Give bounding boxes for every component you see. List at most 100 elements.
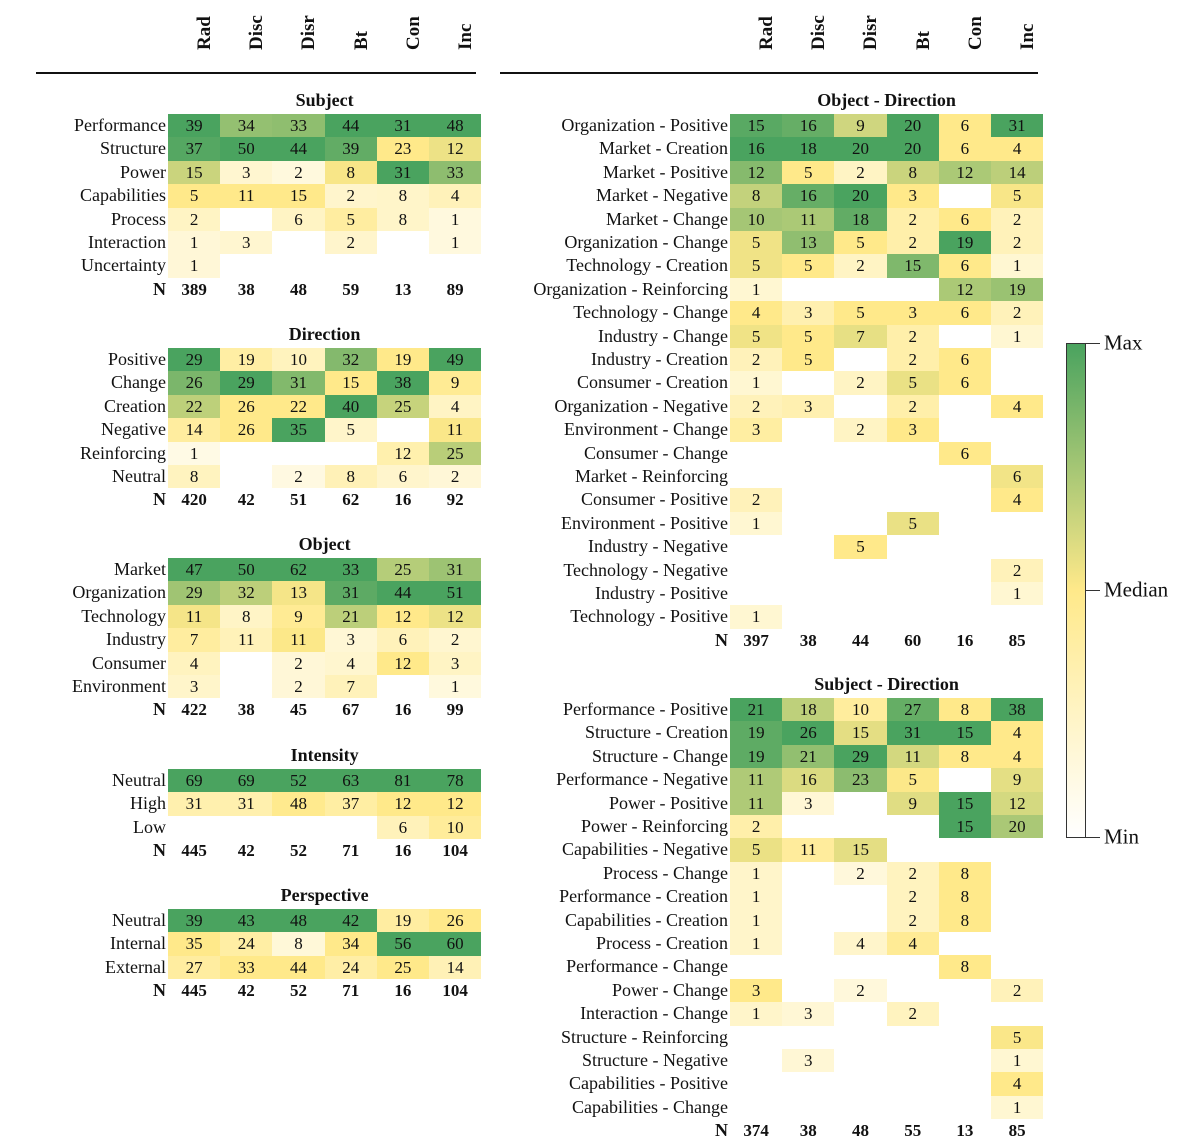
right-panel-0-cell-inc: 4 <box>991 394 1044 419</box>
left-panel-3-cell-disc: 69 <box>220 769 273 793</box>
right-panel-0-n-con: 16 <box>956 630 974 650</box>
right-panel-1-row-label: Structure - Change <box>592 745 728 766</box>
right-panel-1-cell-con: 8 <box>938 885 991 909</box>
right-panel-0-cell-disc: 5 <box>782 348 835 372</box>
right-panel-0-cell-inc <box>991 371 1043 394</box>
right-panel-1-row-label: Capabilities - Negative <box>562 839 728 860</box>
right-panel-0-cell-disr <box>834 442 886 465</box>
right-panel-0-cell-inc <box>991 512 1043 535</box>
right-panel-1-cell-bt <box>887 955 939 978</box>
right-panel-0-cell-disr <box>834 278 886 301</box>
left-panel-1-row-label: Positive <box>107 349 166 369</box>
right-header-disc: Disc <box>782 8 834 76</box>
right-panel-0-cell-disc: 13 <box>782 231 835 255</box>
left-panel-0-cell-bt: 2 <box>324 184 377 208</box>
right-header-rule <box>500 72 1038 74</box>
left-panel-3-cell-rad <box>168 816 220 839</box>
left-panel-3-cell-rad: 31 <box>168 792 221 816</box>
right-panel-1-cell-inc <box>991 862 1043 885</box>
right-panel-0-cell-bt <box>887 559 939 582</box>
left-header-label: Bt <box>350 31 372 50</box>
left-panel-2-cell-con: 44 <box>376 581 429 605</box>
right-panel-0-cell-con: 6 <box>938 207 991 231</box>
right-panel-1-cell-disc: 16 <box>782 768 835 792</box>
left-panel-1-n-rad: 420 <box>181 490 207 510</box>
right-panel-1-cell-bt: 31 <box>886 721 939 745</box>
left-panel-1-cell-disr: 10 <box>272 348 325 372</box>
right-panel-1-title: Subject - Direction <box>814 674 959 694</box>
right-panel-0-cell-disr <box>834 559 886 582</box>
right-panel-0-cell-disc: 18 <box>782 137 835 161</box>
right-panel-0-cell-bt <box>887 535 939 558</box>
right-panel-0-cell-disc <box>782 559 834 582</box>
left-panel-1-cell-inc: 4 <box>429 394 482 419</box>
left-panel-4-cell-disc: 24 <box>220 932 273 956</box>
right-panel-0-cell-rad: 15 <box>730 114 783 138</box>
left-panel-0-row-label: Power <box>120 161 166 182</box>
right-panel-0-cell-disc: 5 <box>782 324 835 348</box>
left-panel-0-cell-inc: 4 <box>429 184 482 208</box>
right-panel-0-cell-rad: 1 <box>730 605 783 629</box>
right-panel-1-cell-rad <box>730 1096 782 1119</box>
right-panel-0-row-label: Organization - Change <box>564 232 728 252</box>
right-panel-1-cell-disr: 2 <box>834 861 887 886</box>
left-panel-0-row-label: Interaction <box>88 232 166 252</box>
right-panel-1-n-disr: 48 <box>851 1121 869 1141</box>
right-panel-1-cell-disc <box>782 1072 834 1095</box>
left-panel-2-cell-inc: 51 <box>429 581 482 605</box>
right-panel-1-cell-rad: 3 <box>730 978 783 1003</box>
right-panel-1-cell-con <box>939 1072 991 1095</box>
right-panel-0-cell-inc: 14 <box>991 160 1044 185</box>
left-panel-1-cell-disr <box>272 442 324 465</box>
right-panel-0-cell-bt: 8 <box>886 160 939 185</box>
left-panel-4-cell-disc: 33 <box>220 955 273 980</box>
color-legend: Max Median Min <box>1066 331 1168 849</box>
right-panel-1-cell-con <box>939 768 991 791</box>
left-panel-1-row-label: Negative <box>101 419 166 440</box>
right-panel-0-row-label: Consumer - Creation <box>577 372 728 393</box>
right-panel-1-cell-con <box>939 1049 991 1072</box>
left-panel-2-n-disr: 45 <box>289 700 307 720</box>
right-panel-1-cell-disr <box>834 909 886 932</box>
right-header-bt: Bt <box>887 8 939 76</box>
right-panel-0-cell-disc <box>782 418 834 441</box>
left-panel-1-cell-inc: 49 <box>429 348 482 372</box>
left-panel-0-row-label: Process <box>111 208 166 229</box>
left-panel-4-n-label: N <box>153 980 166 1001</box>
right-panel-1-cell-con <box>939 1002 991 1025</box>
right-panel-0-cell-inc: 2 <box>991 207 1044 231</box>
right-header-label: Disr <box>860 15 882 50</box>
left-panel-0-cell-inc: 1 <box>429 231 482 255</box>
left-panel-4-cell-disr: 44 <box>272 955 325 980</box>
right-panel-1-row-label: Process - Creation <box>596 933 728 953</box>
left-panel-0-cell-con: 31 <box>376 160 429 185</box>
right-panel-0-cell-disr: 2 <box>834 160 887 185</box>
legend-tick-min <box>1086 837 1100 838</box>
left-panel-2-cell-inc: 3 <box>429 651 482 675</box>
right-panel-0-cell-disr <box>834 465 886 488</box>
left-panel-2-cell-disc: 11 <box>220 628 273 652</box>
right-panel-0-cell-con: 6 <box>938 441 991 465</box>
left-panel-4-n-disr: 52 <box>289 981 307 1001</box>
right-panel-0-cell-rad: 5 <box>730 254 783 278</box>
right-panel-0-cell-rad <box>730 582 782 605</box>
left-panel-0-cell-con: 23 <box>376 137 429 161</box>
left-panel-2-cell-rad: 11 <box>168 604 221 629</box>
right-panel-1-cell-inc: 4 <box>991 744 1044 769</box>
left-panel-0-cell-disr: 33 <box>272 114 325 138</box>
right-panel-0-cell-rad: 8 <box>730 184 783 208</box>
right-panel-0-cell-con <box>939 325 991 348</box>
left-panel-4-n-disc: 42 <box>237 981 255 1001</box>
right-header-disr: Disr <box>834 8 886 76</box>
left-header-label: Con <box>402 16 424 50</box>
right-panel-1-cell-disc: 3 <box>782 1049 835 1073</box>
right-panel-0-n-bt: 60 <box>904 630 922 650</box>
right-panel-0-row-label: Market - Positive <box>603 161 728 182</box>
right-panel-0-cell-inc: 1 <box>991 582 1044 606</box>
right-panel-1-cell-rad: 1 <box>730 1002 783 1026</box>
left-panel-3-n-disc: 42 <box>237 841 255 861</box>
right-panel-0-cell-disr <box>834 605 886 628</box>
legend-tick-median <box>1086 590 1100 591</box>
right-panel-1-cell-disc <box>782 1026 834 1049</box>
right-panel-0-cell-disc: 5 <box>782 254 835 278</box>
